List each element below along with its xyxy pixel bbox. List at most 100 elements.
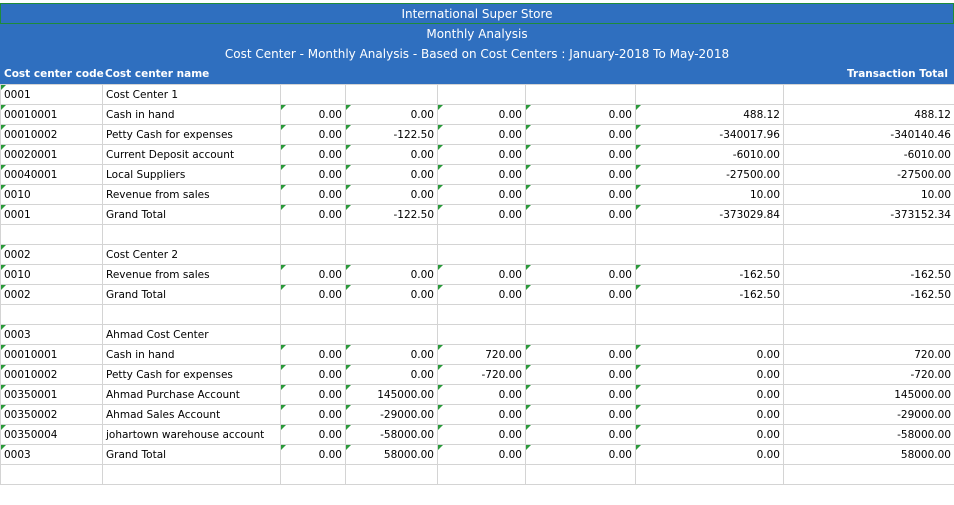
amount-cell: 488.12 [783,104,954,125]
grid-row: 00040001 Local Suppliers 0.00 0.00 0.00 0.00-… [0,164,954,185]
grid-row: 0002 Cost Center 2 [0,244,954,265]
amount-cell [525,244,636,265]
code-cell [0,224,103,245]
name-cell: Ahmad Cost Center [102,324,281,345]
amount-cell: 0.00 [280,404,346,425]
name-cell: Grand Total [102,204,281,225]
amount-cell: 10.00 [783,184,954,205]
data-grid: 0001 Cost Center 1 00010001 Cash in hand 0.0… [0,84,954,485]
amount-cell: 0.00 [345,104,438,125]
amount-cell [345,244,438,265]
amount-cell: 0.00 [345,264,438,285]
amount-cell: 488.12 [635,104,784,125]
code-cell: 00010002 [0,124,103,145]
amount-cell: 0.00 [635,384,784,405]
amount-cell [437,304,526,325]
grid-row: 00010001 Cash in hand 0.00 0.00 0.00 0.00 488.… [0,104,954,125]
amount-cell: -720.00 [783,364,954,385]
amount-cell: 0.00 [280,204,346,225]
grid-row: 0001 Cost Center 1 [0,84,954,105]
code-cell: 0001 [0,84,103,105]
grid-row: 00350004 johartown warehouse account 0.00-… [0,424,954,445]
amount-cell: -162.50 [635,284,784,305]
amount-cell: 0.00 [345,144,438,165]
code-cell: 00040001 [0,164,103,185]
column-header: Cost center code [4,68,104,80]
amount-cell: -720.00 [437,364,526,385]
amount-cell: 0.00 [280,344,346,365]
amount-cell: 0.00 [525,104,636,125]
amount-cell: -162.50 [783,284,954,305]
name-cell: Ahmad Sales Account [102,404,281,425]
amount-cell [635,324,784,345]
name-cell: Grand Total [102,284,281,305]
amount-cell: 145000.00 [783,384,954,405]
grid-row: 0003 Grand Total 0.00 58000.00 0.00 0.00 0.00 5… [0,444,954,465]
amount-cell: -29000.00 [345,404,438,425]
amount-cell [437,324,526,345]
amount-cell [345,224,438,245]
amount-cell [525,324,636,345]
name-cell: Ahmad Purchase Account [102,384,281,405]
code-cell: 0002 [0,284,103,305]
name-cell: Revenue from sales [102,264,281,285]
code-cell: 0010 [0,264,103,285]
amount-cell: 0.00 [437,104,526,125]
amount-cell [525,224,636,245]
amount-cell [635,84,784,105]
name-cell [102,464,281,485]
code-cell: 00350001 [0,384,103,405]
amount-cell [525,304,636,325]
name-cell: Grand Total [102,444,281,465]
code-cell: 0001 [0,204,103,225]
amount-cell: 0.00 [437,404,526,425]
column-header: Cost center name [105,68,210,80]
amount-cell [783,224,954,245]
amount-cell: 0.00 [437,444,526,465]
name-cell: johartown warehouse account [102,424,281,445]
amount-cell [437,244,526,265]
amount-cell: -122.50 [345,124,438,145]
amount-cell: 0.00 [525,144,636,165]
amount-cell [525,84,636,105]
grid-row: 00010001 Cash in hand 0.00 0.00 720.00 0.00 0.… [0,344,954,365]
amount-cell: -58000.00 [345,424,438,445]
amount-cell [437,224,526,245]
name-cell: Local Suppliers [102,164,281,185]
amount-cell [437,464,526,485]
amount-cell: 720.00 [783,344,954,365]
name-cell: Revenue from sales [102,184,281,205]
report-title: International Super Store [0,3,954,24]
grid-row: 0010 Revenue from sales 0.00 0.00 0.00 0.00 10… [0,184,954,205]
amount-cell: 0.00 [280,124,346,145]
amount-cell: 0.00 [635,364,784,385]
amount-cell: 0.00 [437,184,526,205]
amount-cell: 0.00 [345,184,438,205]
code-cell: 00010001 [0,104,103,125]
amount-cell: 0.00 [280,444,346,465]
amount-cell: 0.00 [525,164,636,185]
report-description: Cost Center - Monthly Analysis - Based o… [0,44,954,64]
name-cell: Cash in hand [102,104,281,125]
column-header-row: Cost center code Cost center name Transa… [0,64,954,84]
amount-cell: 0.00 [525,204,636,225]
amount-cell: 0.00 [437,164,526,185]
amount-cell: 0.00 [437,384,526,405]
amount-cell: 0.00 [280,144,346,165]
amount-cell [635,304,784,325]
amount-cell [783,84,954,105]
name-cell: Cash in hand [102,344,281,365]
amount-cell: 0.00 [525,424,636,445]
amount-cell: 0.00 [525,364,636,385]
code-cell: 00020001 [0,144,103,165]
amount-cell: 0.00 [280,264,346,285]
amount-cell: 0.00 [437,264,526,285]
grid-row [0,304,954,325]
amount-cell: 58000.00 [783,444,954,465]
amount-cell: -162.50 [783,264,954,285]
amount-cell: -122.50 [345,204,438,225]
amount-cell [345,324,438,345]
name-cell [102,224,281,245]
name-cell: Cost Center 1 [102,84,281,105]
